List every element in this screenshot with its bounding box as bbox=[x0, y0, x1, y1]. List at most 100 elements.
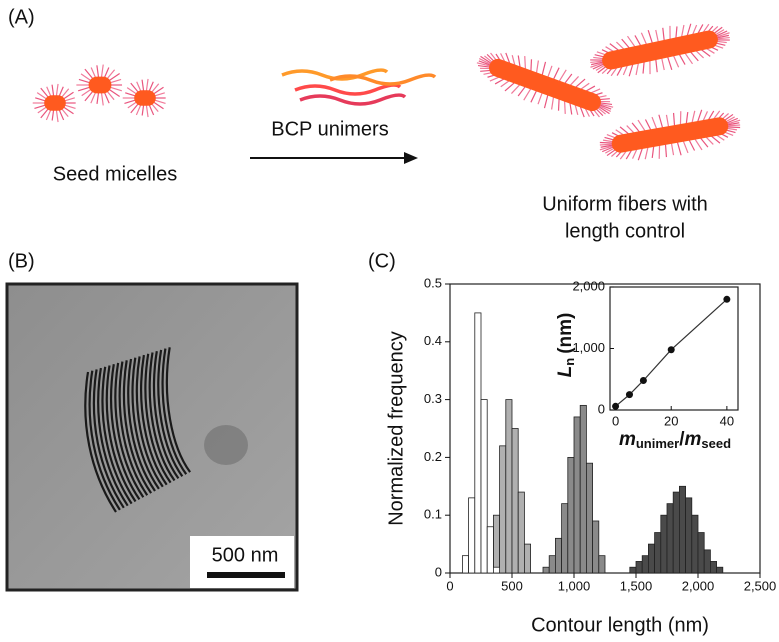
corona bbox=[530, 89, 538, 103]
corona bbox=[716, 36, 730, 40]
corona bbox=[726, 122, 740, 126]
bar bbox=[511, 428, 519, 574]
corona bbox=[109, 86, 123, 92]
corona bbox=[148, 81, 154, 93]
bar bbox=[691, 514, 699, 574]
y-tick-label: 1,000 bbox=[572, 340, 605, 355]
x-axis-label-part: m bbox=[619, 429, 636, 450]
corona bbox=[152, 101, 164, 110]
fiber bbox=[97, 367, 129, 507]
corona bbox=[145, 104, 149, 118]
corona bbox=[80, 73, 93, 82]
core bbox=[88, 76, 112, 94]
corona bbox=[51, 84, 55, 97]
corona bbox=[676, 141, 682, 156]
corona bbox=[60, 88, 70, 99]
corona bbox=[683, 51, 693, 65]
corona bbox=[649, 59, 651, 75]
corona bbox=[635, 61, 640, 76]
micelle bbox=[32, 83, 76, 123]
bar bbox=[579, 404, 587, 574]
corona bbox=[680, 24, 685, 39]
corona bbox=[62, 106, 74, 115]
corona bbox=[662, 27, 665, 42]
corona bbox=[665, 114, 670, 128]
corona bbox=[40, 107, 50, 119]
bar bbox=[598, 555, 606, 574]
x-tick-label: 1,000 bbox=[558, 578, 591, 593]
y-tick-label: 0.5 bbox=[424, 275, 442, 290]
corona bbox=[726, 119, 741, 125]
fiber bbox=[144, 353, 172, 484]
seed-label: Seed micelles bbox=[53, 163, 178, 185]
y-tick-label: 0 bbox=[598, 401, 605, 416]
bar bbox=[505, 399, 513, 574]
core bbox=[602, 30, 718, 70]
corona bbox=[537, 91, 543, 105]
corona bbox=[634, 35, 642, 47]
corona bbox=[96, 91, 100, 104]
y-axis-label: Normalized frequency bbox=[385, 331, 407, 526]
x-tick-label: 1,500 bbox=[620, 578, 653, 593]
bar bbox=[524, 543, 532, 574]
corona bbox=[153, 99, 166, 105]
corona bbox=[644, 145, 649, 160]
y-axis-label-part: (nm) bbox=[555, 313, 576, 354]
fiber bbox=[122, 360, 153, 494]
corona bbox=[642, 60, 645, 74]
bar bbox=[561, 503, 569, 574]
arrow-head bbox=[404, 152, 418, 164]
corona bbox=[63, 97, 75, 102]
corona bbox=[510, 83, 522, 94]
corona bbox=[715, 32, 730, 38]
corona bbox=[547, 65, 553, 79]
corona bbox=[90, 67, 97, 79]
fiber bbox=[148, 352, 176, 482]
fiber-label: Uniform fibers with bbox=[542, 193, 708, 215]
fiber bbox=[118, 361, 149, 496]
unimer bbox=[299, 93, 407, 106]
corona bbox=[130, 102, 140, 114]
corona bbox=[563, 99, 566, 114]
corona bbox=[36, 92, 48, 100]
corona bbox=[599, 145, 614, 151]
corona bbox=[651, 145, 655, 158]
bar bbox=[685, 497, 693, 574]
corona bbox=[640, 32, 648, 46]
corona bbox=[627, 35, 637, 49]
fiber bbox=[127, 358, 156, 492]
bar bbox=[480, 399, 488, 574]
corona bbox=[644, 119, 652, 132]
corona bbox=[476, 62, 492, 67]
x-tick-label: 500 bbox=[501, 578, 523, 593]
corona bbox=[46, 86, 52, 98]
corona bbox=[62, 91, 74, 100]
corona bbox=[552, 67, 560, 81]
bar bbox=[548, 555, 556, 574]
corona bbox=[124, 99, 137, 105]
fiber bbox=[152, 351, 180, 480]
bar bbox=[703, 549, 711, 574]
corona bbox=[135, 103, 142, 116]
corona bbox=[530, 59, 533, 73]
corona bbox=[100, 91, 104, 106]
corona bbox=[126, 87, 138, 95]
corona bbox=[58, 86, 64, 98]
corona bbox=[130, 82, 140, 94]
marker bbox=[667, 346, 675, 354]
corona bbox=[109, 78, 122, 84]
corona bbox=[81, 88, 93, 97]
bar bbox=[648, 543, 656, 574]
corona bbox=[672, 112, 676, 127]
corona bbox=[63, 104, 76, 110]
corona bbox=[77, 86, 91, 92]
corona bbox=[651, 116, 658, 131]
corona bbox=[40, 87, 50, 99]
corona bbox=[678, 53, 686, 65]
fiber bbox=[114, 362, 145, 498]
marker bbox=[612, 402, 620, 410]
corona bbox=[523, 87, 532, 101]
corona bbox=[670, 142, 675, 156]
corona bbox=[58, 108, 65, 121]
micelle bbox=[599, 109, 741, 161]
